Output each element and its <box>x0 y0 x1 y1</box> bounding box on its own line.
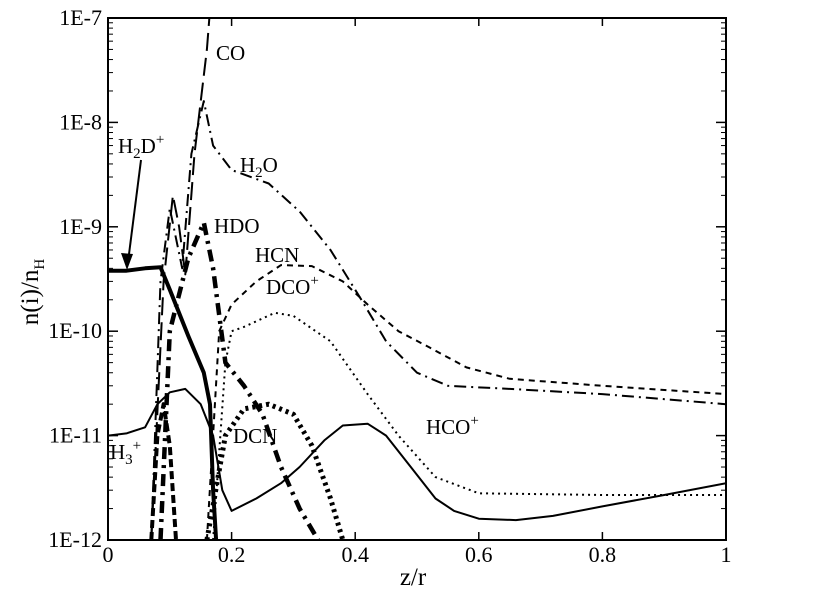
series-line-h2d <box>108 265 219 540</box>
y-tick-label: 1E-11 <box>49 423 102 448</box>
y-tick-label: 1E-12 <box>48 527 102 552</box>
y-tick-label: 1E-8 <box>59 109 102 134</box>
label-dcop: DCO+ <box>266 273 319 299</box>
series-line-hcn <box>205 264 726 540</box>
tick-layer: 0 0.2 0.4 0.6 0.8 1 1E-12 1E-11 1E-10 1E-9 1E-8 1E-… <box>48 5 731 567</box>
label-dcn: DCN <box>233 424 277 448</box>
series-line-hdo <box>158 220 321 540</box>
label-co: CO <box>216 41 245 65</box>
label-hcn: HCN <box>255 243 299 267</box>
x-tick-label: 1 <box>721 542 732 567</box>
series-line-h3 <box>149 402 178 540</box>
label-hdo: HDO <box>214 214 260 238</box>
x-tick-label: 0.8 <box>589 542 617 567</box>
series-line-h2o <box>150 100 726 540</box>
h2dp-arrow-line <box>127 159 142 263</box>
series-layer <box>108 18 726 540</box>
label-h2o: H2O <box>240 153 278 181</box>
y-tick-label: 1E-9 <box>59 214 102 239</box>
label-h2dp: H2D+ <box>118 132 164 162</box>
series-line-hco <box>108 387 726 522</box>
y-axis-label: n(i)/nH <box>17 259 48 326</box>
label-h3p: H3+ <box>110 438 141 468</box>
x-tick-label: 0 <box>103 542 114 567</box>
plot-frame <box>107 17 727 541</box>
x-tick-label: 0.6 <box>465 542 493 567</box>
x-axis-label: z/r <box>400 564 427 591</box>
y-tick-label: 1E-10 <box>48 318 102 343</box>
series-line-co <box>150 18 211 540</box>
x-tick-label: 0.2 <box>218 542 246 567</box>
y-tick-label: 1E-7 <box>59 5 102 30</box>
label-hcop: HCO+ <box>426 413 479 439</box>
series-line-dcn <box>204 401 346 540</box>
h2dp-arrow-head <box>121 253 133 270</box>
x-tick-label: 0.4 <box>341 542 369 567</box>
